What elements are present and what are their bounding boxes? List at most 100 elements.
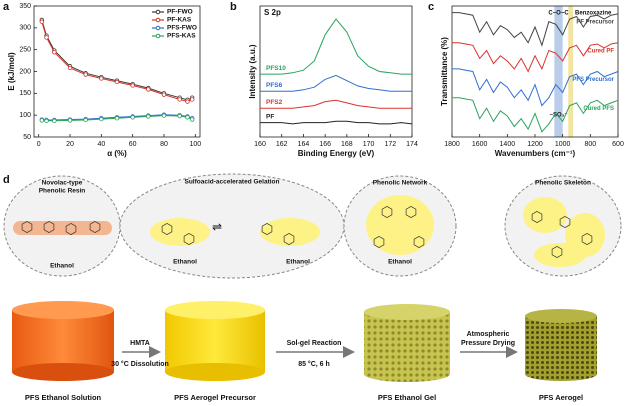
point: [189, 97, 195, 102]
point: [52, 118, 57, 124]
y-tick-label: 350: [19, 3, 31, 10]
series-line: [452, 97, 619, 133]
bubble-title: Phenolic Network: [373, 180, 428, 187]
chart-panel: C−O−C Benzoxazine −SO₃⁻ 1800 1600 1400 1200 100…: [440, 5, 624, 158]
bubble-title: Sulfoacid-accelerated Gelation: [184, 179, 279, 186]
x-tick-label: 170: [363, 141, 375, 148]
arrow-label-below: 85 °C, 6 h: [298, 360, 330, 368]
highlight-band: [568, 6, 574, 137]
point: [130, 83, 135, 88]
point: [130, 115, 135, 120]
x-tick-label: 174: [406, 141, 418, 148]
series-label: PFS Precursor: [572, 77, 614, 83]
legend-label: PF-KAS: [167, 17, 192, 24]
x-tick-label: 20: [66, 141, 74, 148]
point: [99, 116, 104, 122]
x-tick-label: 100: [189, 141, 201, 148]
point: [146, 87, 151, 92]
bubble-title: Phenolic Resin: [39, 188, 86, 195]
x-tick-label: 1400: [500, 141, 516, 148]
series-line: [452, 12, 619, 47]
x-tick-label: 0: [37, 141, 41, 148]
step-label: PFS Ethanol Gel: [378, 393, 436, 402]
highlight-band: [554, 6, 563, 137]
bubble-title: Phenolic Skeleton: [535, 180, 591, 187]
x-tick-label: 600: [612, 141, 624, 148]
solvent-label: Ethanol: [173, 259, 197, 266]
x-tick-label: 40: [97, 141, 105, 148]
point: [67, 118, 73, 123]
arrow-label-above: Sol-gel Reaction: [287, 340, 342, 347]
x-tick-label: 160: [254, 141, 266, 148]
panel-label: a: [3, 1, 10, 13]
point: [39, 19, 45, 24]
x-tick-label: 80: [160, 141, 168, 148]
band-label: C−O−C: [548, 11, 569, 17]
point: [189, 117, 195, 122]
point: [99, 76, 104, 81]
x-tick-label: 800: [584, 141, 596, 148]
legend-marker: [155, 17, 161, 23]
series-line: [260, 74, 412, 92]
y-tick-label: 250: [19, 47, 31, 54]
y-tick-label: 300: [19, 25, 31, 32]
arrow-label-below: 30 °C Dissolution: [111, 360, 169, 368]
y-tick-label: 150: [19, 90, 31, 97]
annotation: −SO₃⁻: [549, 113, 567, 119]
series-label: PFS2: [266, 99, 283, 106]
step-label: PFS Ethanol Solution: [25, 393, 102, 402]
arrow-label-above: Atmospheric: [467, 331, 510, 338]
point: [83, 117, 88, 123]
series-label: Cured PF: [587, 48, 614, 54]
solvent-label: Ethanol: [286, 259, 310, 266]
point: [177, 97, 182, 102]
point: [146, 114, 151, 119]
x-axis-label: Binding Energy (eV): [298, 149, 375, 158]
x-axis-label: α (%): [107, 149, 127, 158]
chart-panel: 160 162 164 166 168 170 172 174 Binding Energy (…: [248, 5, 418, 158]
series-line: [260, 99, 412, 109]
series-line: [452, 42, 619, 73]
series-label: PFS10: [266, 65, 286, 72]
legend-label: PFS-FWO: [167, 25, 197, 32]
y-tick-label: 200: [19, 68, 31, 75]
x-tick-label: 162: [276, 141, 288, 148]
solvent-label: Ethanol: [50, 263, 74, 270]
band-label: Benzoxazine: [575, 11, 612, 17]
legend-label: PFS-KAS: [167, 33, 196, 40]
step-label: PFS Aerogel: [539, 393, 583, 402]
legend-label: PF-FWO: [167, 9, 193, 16]
x-tick-label: 172: [384, 141, 396, 148]
legend-marker: [155, 9, 161, 15]
point: [177, 113, 182, 119]
series-label: Cured PFS: [583, 106, 614, 112]
x-tick-label: 164: [298, 141, 310, 148]
legend-marker: [155, 33, 161, 39]
x-tick-label: 1000: [555, 141, 571, 148]
x-axis-label: Wavenumbers (cm⁻¹): [495, 149, 576, 158]
y-axis-label: Intensity (a.u.): [248, 44, 257, 99]
arrow-label-above: Pressure Drying: [461, 340, 515, 347]
x-tick-label: 60: [129, 141, 137, 148]
panel-label: c: [428, 1, 434, 13]
point: [83, 72, 88, 77]
point: [67, 65, 73, 71]
plot-frame: [259, 5, 413, 138]
x-tick-label: 1600: [472, 141, 488, 148]
point: [114, 116, 120, 121]
equilibrium: ⇌: [212, 220, 222, 234]
point: [52, 50, 57, 55]
bubble-title: Novolac-type: [42, 180, 83, 187]
x-tick-label: 166: [319, 141, 331, 148]
panel-label: d: [3, 174, 10, 186]
x-tick-label: 168: [341, 141, 353, 148]
point: [44, 35, 49, 40]
series-line: [452, 68, 619, 107]
charts: a b c 0 20 40 60 80 100 50 100 150 200 250 300 350 α (%)…: [3, 1, 624, 158]
arrow-label-above: HMTA: [130, 340, 150, 347]
chart-title: S 2p: [264, 8, 281, 17]
series-label: PF: [266, 113, 274, 120]
series-line: [260, 120, 413, 125]
point: [185, 115, 190, 120]
